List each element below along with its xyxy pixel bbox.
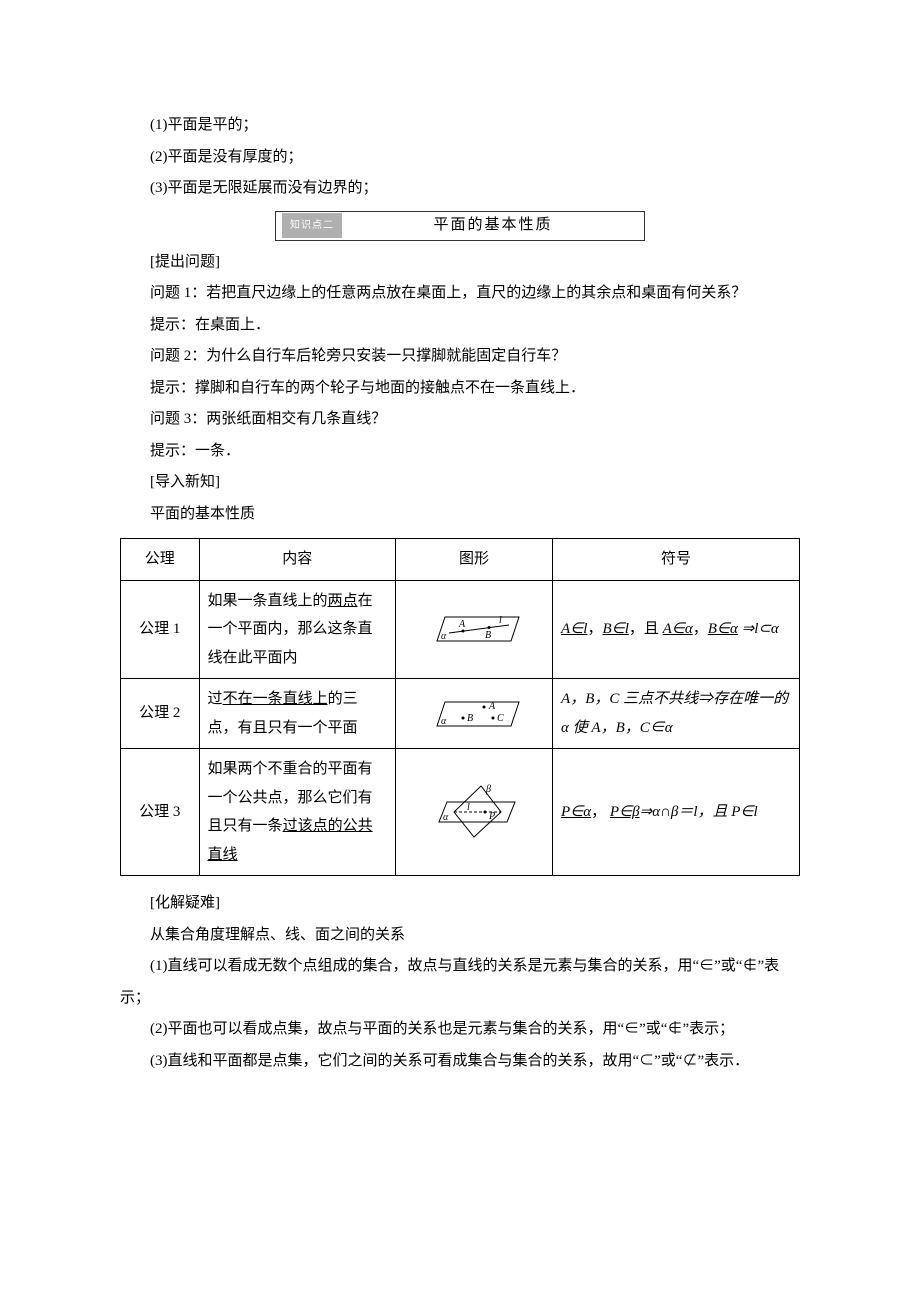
section-tag: 知识点二 <box>282 213 342 238</box>
table-row: 公理 3 如果两个不重合的平面有一个公共点，那么它们有且只有一条过该点的公共直线… <box>121 749 800 876</box>
th-axiom: 公理 <box>121 539 200 581</box>
sym: A∈l <box>561 621 587 637</box>
axiom-3-symbol: P∈α， P∈β⇒α∩β＝l，且 P∈l <box>553 749 800 876</box>
sym: B∈l <box>602 621 628 637</box>
lead-in: [导入新知] <box>120 467 800 499</box>
sym: A，B，C 三点不共线⇒存在唯一的 α 使 A，B，C∈α <box>561 691 788 736</box>
questions-header: [提出问题] <box>120 247 800 279</box>
sym: ⇒α∩β＝l，且 P∈l <box>640 804 758 820</box>
axiom-2-label: 公理 2 <box>121 679 200 749</box>
svg-text:B: B <box>485 630 491 641</box>
explain-header: [化解疑难] <box>120 888 800 920</box>
table-row: 公理 1 如果一条直线上的两点在一个平面内，那么这条直线在此平面内 α A B … <box>121 580 800 679</box>
svg-text:A: A <box>488 701 496 712</box>
axiom-1-figure: α A B l <box>395 580 552 679</box>
section-box: 知识点二 平面的基本性质 <box>275 211 645 241</box>
th-symbol: 符号 <box>553 539 800 581</box>
answer-2: 提示：撑脚和自行车的两个轮子与地面的接触点不在一条直线上． <box>120 373 800 405</box>
svg-text:l: l <box>499 615 502 626</box>
plane-line-icon: α A B l <box>419 609 529 649</box>
planes-intersect-icon: α β l P <box>419 782 529 842</box>
explain-intro: 从集合角度理解点、线、面之间的关系 <box>120 920 800 952</box>
table-row: 公理 2 过不在一条直线上的三点，有且只有一个平面 α A B C A，B，C … <box>121 679 800 749</box>
section-title: 平面的基本性质 <box>342 210 644 242</box>
axiom-3-figure: α β l P <box>395 749 552 876</box>
sym: P∈β <box>610 804 640 820</box>
axiom-table: 公理 内容 图形 符号 公理 1 如果一条直线上的两点在一个平面内，那么这条直线… <box>120 538 800 876</box>
explain-p3: (3)直线和平面都是点集，它们之间的关系可看成集合与集合的关系，故用“⊂”或“⊄… <box>120 1046 800 1078</box>
question-2: 问题 2：为什么自行车后轮旁只安装一只撑脚就能固定自行车？ <box>120 341 800 373</box>
question-3: 问题 3：两张纸面相交有几条直线？ <box>120 404 800 436</box>
question-1: 问题 1：若把直尺边缘上的任意两点放在桌面上，直尺的边缘上的其余点和桌面有何关系… <box>120 278 800 310</box>
axiom-1-content: 如果一条直线上的两点在一个平面内，那么这条直线在此平面内 <box>199 580 395 679</box>
intro-line-3: (3)平面是无限延展而没有边界的； <box>120 173 800 205</box>
underline-text: 两点 <box>328 593 358 609</box>
svg-text:C: C <box>497 713 504 724</box>
axiom-1-symbol: A∈l，B∈l，且 A∈α，B∈α ⇒l⊂α <box>553 580 800 679</box>
svg-text:α: α <box>441 716 447 727</box>
sym: A∈α <box>663 621 693 637</box>
text: 如果一条直线上的 <box>208 593 328 609</box>
intro-line-2: (2)平面是没有厚度的； <box>120 142 800 174</box>
sym: ， <box>587 621 602 637</box>
sym: ⇒l⊂α <box>738 621 779 637</box>
plane-points-icon: α A B C <box>419 694 529 734</box>
svg-text:β: β <box>485 784 491 795</box>
summary: 平面的基本性质 <box>120 499 800 531</box>
sym: ， <box>591 804 610 820</box>
underline-text: 不在一条直线上 <box>223 691 328 707</box>
sym: P∈α <box>561 804 591 820</box>
text: 过 <box>208 691 223 707</box>
answer-1: 提示：在桌面上． <box>120 310 800 342</box>
svg-text:α: α <box>441 631 447 642</box>
table-header-row: 公理 内容 图形 符号 <box>121 539 800 581</box>
th-figure: 图形 <box>395 539 552 581</box>
sym: ， <box>693 621 708 637</box>
axiom-1-label: 公理 1 <box>121 580 200 679</box>
sym: B∈α <box>708 621 738 637</box>
explain-p1: (1)直线可以看成无数个点组成的集合，故点与直线的关系是元素与集合的关系，用“∈… <box>120 951 800 1014</box>
axiom-3-label: 公理 3 <box>121 749 200 876</box>
th-content: 内容 <box>199 539 395 581</box>
axiom-2-figure: α A B C <box>395 679 552 749</box>
svg-text:l: l <box>467 802 470 813</box>
explain-p2: (2)平面也可以看成点集，故点与平面的关系也是元素与集合的关系，用“∈”或“∉”… <box>120 1014 800 1046</box>
svg-text:α: α <box>443 812 449 823</box>
svg-text:A: A <box>458 619 466 630</box>
svg-text:P: P <box>488 811 495 822</box>
axiom-3-content: 如果两个不重合的平面有一个公共点，那么它们有且只有一条过该点的公共直线 <box>199 749 395 876</box>
axiom-2-content: 过不在一条直线上的三点，有且只有一个平面 <box>199 679 395 749</box>
answer-3: 提示：一条． <box>120 436 800 468</box>
sym: ，且 <box>629 621 663 637</box>
svg-text:B: B <box>467 713 473 724</box>
intro-line-1: (1)平面是平的； <box>120 110 800 142</box>
axiom-2-symbol: A，B，C 三点不共线⇒存在唯一的 α 使 A，B，C∈α <box>553 679 800 749</box>
